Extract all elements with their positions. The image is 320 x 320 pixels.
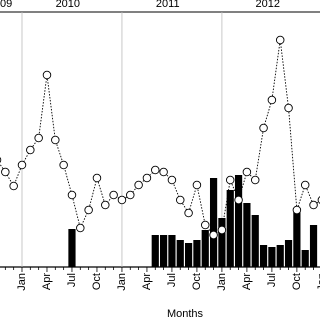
bar [226,190,234,267]
line-point [250,175,260,185]
line-point [300,180,310,190]
line-point [292,205,302,215]
year-label: 2011 [156,0,180,10]
bar [276,245,284,267]
x-tick-label: Jan [216,273,228,291]
line-point [200,220,210,230]
line-point [209,230,218,240]
bar [259,245,268,267]
bar [284,240,293,267]
line-point [26,145,35,155]
line-point [0,156,2,164]
line-point [225,175,235,185]
line-point [84,205,93,215]
line-point [9,181,18,191]
x-tick-label: Oct [191,273,203,290]
bar [251,215,259,267]
line-point [275,35,285,45]
line-point [109,190,118,200]
x-tick-label: Jul [266,273,278,287]
line-point [42,70,52,80]
line-point [59,160,68,170]
line-point [126,190,135,200]
line-point [51,135,60,145]
bar [234,175,243,267]
x-tick-label: Apr [41,273,53,290]
line-point [284,103,293,113]
line-point [184,208,193,218]
x-tick-label: Oct [0,273,3,290]
line-point [217,225,227,235]
year-label: 2012 [255,0,279,10]
bar [176,240,184,267]
bar [151,235,159,267]
line-point [1,167,10,177]
line-point [259,123,268,133]
line-point [17,160,27,170]
x-tick-label: Oct [91,273,103,290]
line-point [101,200,110,210]
year-label: 2010 [56,0,80,10]
bar [209,178,218,267]
line-point [76,223,85,233]
line-point [134,180,143,190]
x-tick-label: Apr [141,273,153,290]
line-point [234,195,243,205]
line-point [34,133,43,143]
line-point [67,190,77,200]
x-tick-label: Jan [16,273,28,291]
line-point [117,195,127,205]
line-point [309,200,318,210]
bar [201,230,209,267]
x-tick-label: Jul [66,273,78,287]
year-label: 2009 [0,0,12,10]
bar [184,243,193,267]
x-tick-label: Jan [316,273,320,291]
bar [268,247,276,267]
line-point [176,195,185,205]
line-point [92,173,102,183]
bar [293,208,301,267]
x-tick-label: Jan [116,273,128,291]
bar [218,218,226,267]
line-point [159,167,168,177]
bar [68,229,76,267]
line-point [242,167,252,177]
bar [243,203,251,267]
line-point [167,175,177,185]
line-point [142,173,152,183]
bar [309,225,318,267]
bar [168,235,176,267]
x-tick-label: Oct [291,273,303,290]
line-point [192,180,202,190]
line [0,39,320,236]
bar [160,235,168,267]
bar [193,240,201,267]
bar [301,250,309,267]
line-point [151,165,160,175]
x-tick-label: Jul [166,273,178,287]
x-axis-label: Months [167,308,204,320]
x-tick-label: Apr [241,273,253,290]
line-point [267,95,277,105]
